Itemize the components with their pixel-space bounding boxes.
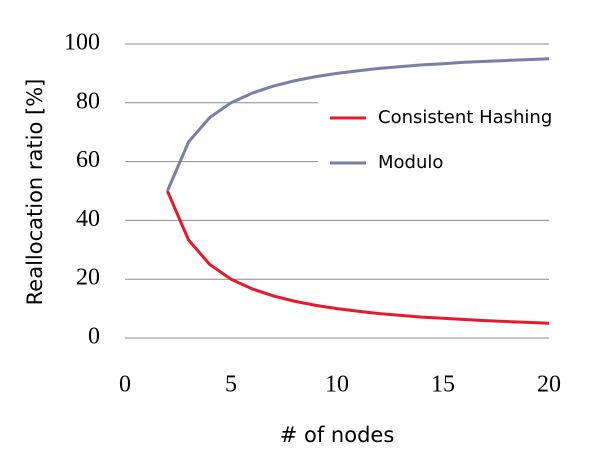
y-tick-label: 20: [76, 265, 100, 291]
legend-label: Modulo: [378, 152, 443, 173]
y-tick-label: 100: [64, 30, 100, 56]
legend-label: Consistent Hashing: [378, 107, 552, 128]
x-tick-label: 20: [537, 372, 561, 398]
y-tick-label: 80: [76, 88, 100, 114]
legend-background: [318, 96, 608, 188]
x-tick-label: 0: [119, 372, 131, 398]
y-tick-label: 0: [88, 324, 100, 350]
x-tick-label: 15: [431, 372, 455, 398]
y-tick-label: 40: [76, 206, 100, 232]
data-line: [166, 57, 550, 192]
data-line: [166, 190, 550, 325]
x-tick-label: 5: [225, 372, 237, 398]
y-tick-label: 60: [76, 147, 100, 173]
x-tick-label: 10: [325, 372, 349, 398]
x-axis-label: # of nodes: [280, 423, 395, 447]
y-axis-label: Reallocation ratio [%]: [23, 79, 47, 306]
